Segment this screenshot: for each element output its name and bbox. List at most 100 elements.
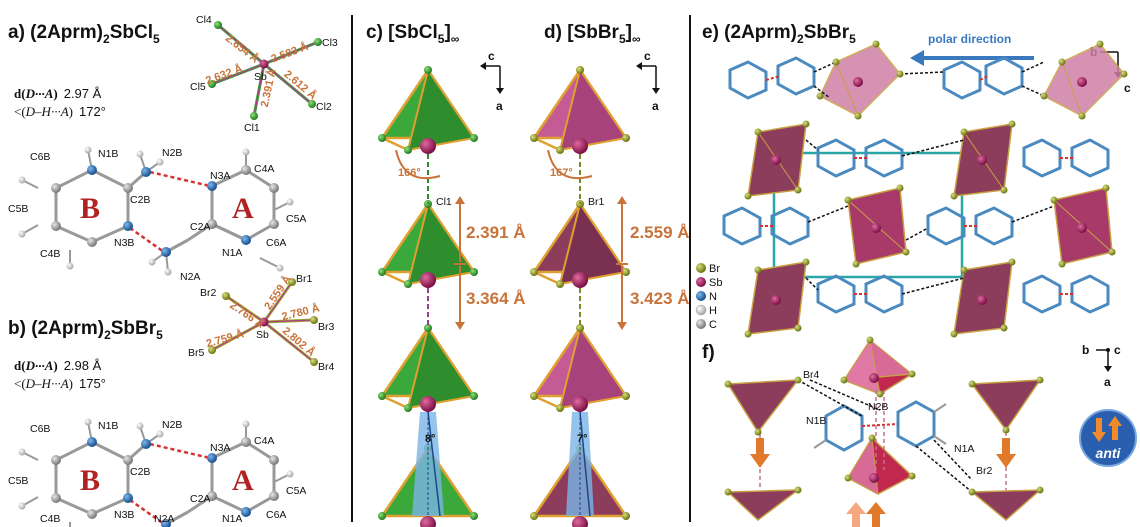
panel-f-n1a: N1A [954,443,974,455]
axis-c-x: c [488,49,495,63]
ring-b-label-a: B [80,192,100,225]
chain-br-tilt: 7° [577,433,588,445]
hbond-distance-a: d(D···A) 2.97 Å [14,86,102,101]
atom-n1a-a: N1A [222,247,242,259]
chain-br-short: 2.559 Å [630,223,690,242]
axis-d-x: c [644,49,651,63]
panel-f-n1b: N1B [806,415,826,427]
legend-sb-swatch [696,277,706,287]
atom-n3b-a: N3B [114,237,134,249]
panel-f-br4: Br4 [803,369,820,381]
atom-c4b-a: C4B [40,248,60,260]
atom-c4a-b: C4A [254,435,274,447]
axis-f-y: a [1104,375,1111,389]
legend-c: C [709,319,717,331]
atom-n3a-b: N3A [210,442,230,454]
hbond-angle-b: <(D–H···A) 175° [14,376,106,391]
ring-a-label-a: A [232,192,254,225]
axis-f-x: b [1082,343,1089,357]
sbcl5-atom-cl2: Cl2 [316,101,332,113]
atom-n2b-a: N2B [162,147,182,159]
axis-d-y: a [652,99,659,113]
panel-f-br2: Br2 [976,465,993,477]
sbcl5-atom-cl5: Cl5 [190,81,206,93]
ring-a-label-b: A [232,464,254,497]
atom-c5a-b: C5A [286,485,306,497]
sbcl5-atom-cl3: Cl3 [322,37,338,49]
chain-cl-tilt: 8° [425,433,436,445]
atom-c6a-a: C6A [266,237,286,249]
atom-n2a-a: N2A [180,271,200,283]
atom-n1a-b: N1A [222,513,242,525]
molecule-a [18,146,294,276]
packing-diagram-e [722,40,1128,338]
sbbr5-atom-br5: Br5 [188,347,205,359]
anti-label: anti [1096,445,1122,461]
atom-n2b-b: N2B [162,419,182,431]
sbbr5-chain [530,66,630,527]
atom-c6a-b: C6A [266,509,286,521]
sbbr5-atom-sb: Sb [256,329,269,341]
molecule-b [18,418,294,527]
sbbr5-bond-1: 2.766 Å [227,299,266,331]
atom-c5b-a: C5B [8,203,28,215]
legend-n: N [709,291,717,303]
panel-a-title: a) (2Aprm)2SbCl5 [8,22,160,46]
atom-c6b-b: C6B [30,423,50,435]
sbcl5-bond-2: 2.583 Å [269,40,310,65]
legend-c-swatch [696,319,706,329]
element-legend [695,263,707,329]
sbbr5-atom-br3: Br3 [318,321,335,333]
chain-cl-angle: 166° [398,167,421,179]
chain-br-atom: Br1 [588,196,605,208]
sbcl5-bond-3: 2.632 Å [204,62,245,87]
chain-cl-short: 2.391 Å [466,223,526,242]
atom-n3b-b: N3B [114,509,134,521]
sbbr5-atom-br1: Br1 [296,273,313,285]
axis-c-y: a [496,99,503,113]
atom-c2b-a: C2B [130,194,150,206]
sbbr5-atom-br2: Br2 [200,287,217,299]
atom-c2b-b: C2B [130,466,150,478]
atom-n2a-b: N2A [154,513,174,525]
ring-b-label-b: B [80,464,100,497]
atom-c5b-b: C5B [8,475,28,487]
atom-c4a-a: C4A [254,163,274,175]
sbbr5-bond-4: 2.759 Å [205,327,246,350]
sbbr5-bond-5: 2.802 Å [280,324,318,359]
legend-n-swatch [696,291,706,301]
sbcl5-chain [378,66,478,527]
polar-arrowhead [910,50,924,66]
panel-b-title: b) (2Aprm)2SbBr5 [8,318,163,342]
sbbr5-atom-br4: Br4 [318,361,335,373]
sbcl5-atom-sb: Sb [254,71,267,83]
legend-h-swatch [695,304,707,316]
atom-n1b-b: N1B [98,420,118,432]
chain-br-angle: 167° [550,167,573,179]
sbcl5-atom-cl1: Cl1 [244,122,260,134]
chain-cl-atom: Cl1 [436,196,452,208]
axes-d [636,62,660,94]
legend-sb: Sb [709,277,722,289]
legend-h: H [709,305,717,317]
polar-direction-label: polar direction [928,32,1011,46]
sbcl5-coordination [208,21,322,120]
atom-c2a-a: C2A [190,221,210,233]
axis-f-z: c [1114,343,1121,357]
panel-c-title: c) [SbCl5]∞ [366,22,459,46]
chain-br-long: 3.423 Å [630,289,690,308]
hbond-angle-a: <(D–H···A) 172° [14,104,106,119]
atom-c4b-b: C4B [40,513,60,525]
legend-br-swatch [696,263,706,273]
atom-c2a-b: C2A [190,493,210,505]
axes-f [1096,348,1112,372]
packing-diagram-f [724,336,1044,527]
atom-n3a-a: N3A [210,170,230,182]
panel-e-title: e) (2Aprm)2SbBr5 [702,22,856,46]
hbond-distance-b: d(D···A) 2.98 Å [14,358,102,373]
sbbr5-coordination [208,278,318,366]
anti-badge [1079,409,1137,467]
panel-f-n2b: N2B [868,401,888,413]
